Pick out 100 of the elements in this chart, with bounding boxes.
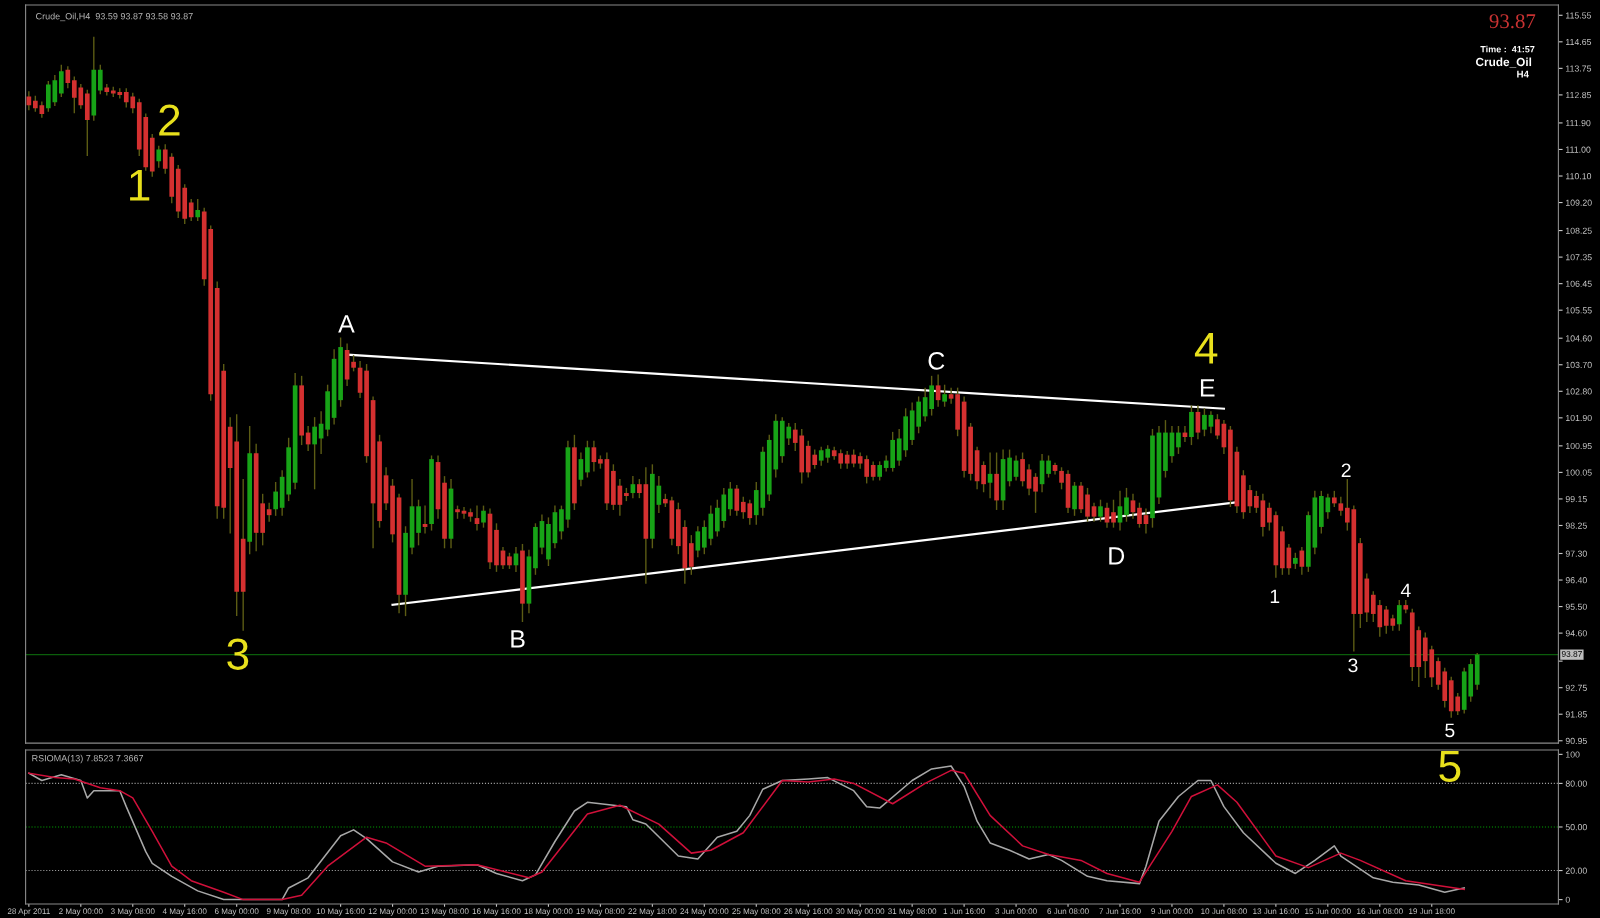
x-tick-label: 6 Jun 08:00 bbox=[1047, 908, 1089, 915]
candlestick bbox=[1033, 473, 1038, 513]
x-tick-label: 10 May 16:00 bbox=[316, 908, 365, 916]
candlestick bbox=[695, 526, 701, 558]
annotation: 93.87 bbox=[1489, 14, 1536, 29]
candlestick bbox=[948, 387, 954, 404]
candlestick bbox=[188, 198, 194, 221]
x-tick-label: 16 Jun 08:00 bbox=[1357, 908, 1403, 915]
x-tick-label: 22 May 18:00 bbox=[628, 908, 677, 916]
y-tick-label: 95.50 bbox=[1565, 603, 1587, 610]
annotation: 3 bbox=[227, 638, 249, 670]
candlestick bbox=[1046, 455, 1051, 478]
y-tick-label: 20.00 bbox=[1565, 867, 1587, 874]
candlestick bbox=[1124, 487, 1129, 522]
annotation: 3 bbox=[1348, 658, 1358, 673]
candlestick bbox=[1098, 499, 1103, 522]
y-tick-label: 50.00 bbox=[1565, 824, 1587, 831]
x-tick-label: 15 Jun 00:00 bbox=[1305, 908, 1351, 915]
candlestick bbox=[58, 64, 64, 98]
chart-title: RSIOMA(13) 7.8523 7.3667 bbox=[32, 754, 144, 764]
candlestick bbox=[1254, 490, 1259, 513]
y-tick-label: 114.65 bbox=[1566, 38, 1592, 46]
x-tick-label: 19 May 08:00 bbox=[576, 908, 625, 916]
x-tick-label: 24 May 00:00 bbox=[680, 908, 729, 916]
x-tick-label: 18 May 00:00 bbox=[524, 908, 573, 916]
annotation: 1 bbox=[1270, 589, 1280, 604]
y-tick-label: 106.45 bbox=[1566, 280, 1592, 287]
y-tick-label: 113.75 bbox=[1566, 65, 1592, 72]
y-tick-label: 109.20 bbox=[1566, 199, 1592, 206]
candlestick bbox=[1111, 499, 1116, 528]
x-tick-label: 25 May 08:00 bbox=[732, 908, 781, 916]
y-tick-label: 110.10 bbox=[1566, 173, 1592, 180]
text: Crude_Oil,H4 93.59 93.87 93.58 93.87 bbox=[36, 12, 193, 22]
x-tick-label: 12 May 00:00 bbox=[368, 908, 417, 916]
x-tick-label: 7 Jun 16:00 bbox=[1099, 908, 1141, 915]
annotation: 2 bbox=[1341, 463, 1351, 478]
ref-line-label: 93.87 bbox=[1561, 650, 1582, 657]
annotation: 1 bbox=[130, 169, 150, 201]
candlestick bbox=[1059, 467, 1064, 490]
y-tick-label: 80.00 bbox=[1565, 780, 1587, 787]
x-tick-label: 9 May 08:00 bbox=[266, 908, 311, 916]
annotation: C bbox=[928, 352, 945, 370]
candlestick bbox=[273, 482, 278, 516]
candlestick bbox=[481, 505, 486, 528]
annotation: 4 bbox=[1400, 583, 1411, 598]
x-tick-label: 3 May 08:00 bbox=[110, 908, 155, 916]
y-tick-label: 98.25 bbox=[1565, 522, 1587, 529]
x-tick-label: 31 May 08:00 bbox=[888, 908, 937, 916]
annotation: D bbox=[1109, 547, 1125, 565]
y-tick-label: 108.25 bbox=[1566, 227, 1592, 234]
candlestick bbox=[1007, 449, 1012, 487]
y-tick-label: 94.60 bbox=[1565, 630, 1587, 637]
y-tick-label: 101.90 bbox=[1566, 414, 1592, 422]
candlestick bbox=[942, 384, 947, 407]
candlestick bbox=[1267, 502, 1272, 531]
candlestick bbox=[1396, 599, 1402, 631]
y-tick-label: 91.85 bbox=[1565, 711, 1587, 718]
candlestick bbox=[1072, 482, 1077, 516]
candlestick bbox=[1137, 502, 1142, 528]
candlestick bbox=[559, 505, 564, 540]
y-tick-label: 100.95 bbox=[1566, 442, 1592, 450]
candlestick bbox=[688, 535, 694, 575]
y-tick-label: 103.70 bbox=[1566, 361, 1592, 369]
candlestick bbox=[1085, 487, 1090, 522]
annotation: 2 bbox=[159, 104, 180, 136]
candlestick bbox=[981, 461, 986, 493]
annotation: 5 bbox=[1439, 750, 1461, 782]
candlestick bbox=[156, 145, 162, 168]
y-tick-label: 92.75 bbox=[1565, 684, 1587, 691]
y-tick-label: 104.60 bbox=[1566, 335, 1592, 342]
candlestick bbox=[312, 417, 317, 490]
candlestick bbox=[1215, 414, 1220, 440]
y-tick-label: 100.05 bbox=[1566, 469, 1592, 476]
annotation: Crude_Oil bbox=[1475, 57, 1532, 68]
candlestick bbox=[929, 375, 934, 416]
y-tick-label: 90.95 bbox=[1565, 737, 1587, 745]
x-tick-label: 30 May 00:00 bbox=[836, 908, 885, 916]
annotation: E bbox=[1200, 379, 1215, 397]
y-tick-label: 96.40 bbox=[1565, 577, 1587, 584]
x-tick-label: 6 May 00:00 bbox=[214, 908, 259, 916]
annotation: 5 bbox=[1445, 723, 1455, 738]
y-tick-label: 111.90 bbox=[1566, 119, 1591, 127]
annotation: Time : 41:57 bbox=[1480, 45, 1535, 53]
candlestick bbox=[195, 198, 201, 221]
y-tick-label: 112.85 bbox=[1566, 91, 1592, 99]
annotation: 4 bbox=[1194, 332, 1218, 364]
y-tick-label: 100 bbox=[1566, 751, 1580, 758]
x-tick-label: 1 Jun 16:00 bbox=[943, 908, 985, 915]
annotation: A bbox=[338, 315, 355, 333]
y-tick-label: 102.80 bbox=[1566, 388, 1592, 395]
annotation: H4 bbox=[1517, 70, 1529, 78]
candlestick bbox=[1020, 452, 1025, 487]
x-tick-label: 26 May 16:00 bbox=[784, 908, 833, 916]
y-tick-label: 97.30 bbox=[1565, 550, 1587, 557]
candlestick bbox=[97, 64, 103, 95]
x-tick-label: 13 Jun 16:00 bbox=[1253, 908, 1299, 915]
x-tick-label: 2 May 00:00 bbox=[59, 908, 103, 916]
x-tick-label: 16 May 16:00 bbox=[472, 908, 521, 916]
candlestick bbox=[65, 66, 71, 89]
y-tick-label: 115.55 bbox=[1566, 12, 1592, 19]
